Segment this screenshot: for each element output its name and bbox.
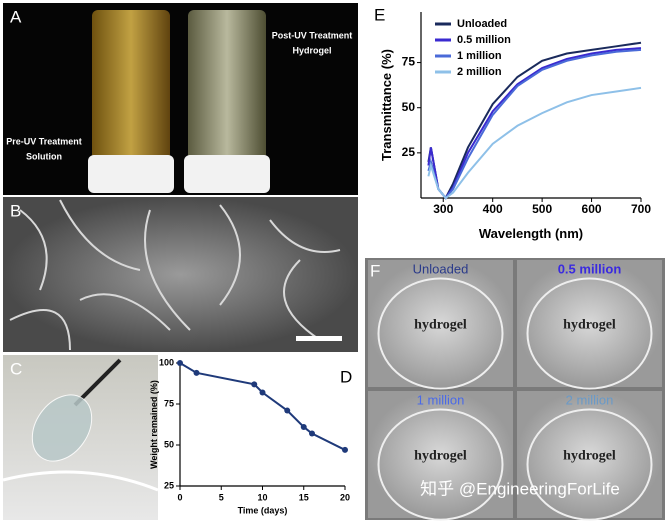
tweezers <box>73 358 122 407</box>
marker <box>284 407 291 414</box>
tiles: Unloaded hydrogel 0.5 million hydrogel 1 mil… <box>368 260 662 521</box>
vial-hydrogel <box>188 10 266 160</box>
y-tick-label: 25 <box>402 145 416 159</box>
marker <box>342 446 348 453</box>
tile <box>517 391 662 518</box>
y-tick-label: 50 <box>164 439 174 449</box>
tile-label: Unloaded <box>413 261 469 276</box>
dish-edge <box>2 470 159 492</box>
x-tick-label: 5 <box>219 492 224 502</box>
photo-a <box>3 3 358 195</box>
x-tick-label: 10 <box>257 492 267 502</box>
x-tick-label: 0 <box>177 492 182 502</box>
tile-label: 1 million <box>417 392 465 407</box>
tile-text: hydrogel <box>563 318 616 333</box>
y-tick-label: 50 <box>402 100 416 114</box>
vial-solution <box>92 10 170 160</box>
panel-letter: F <box>370 261 380 280</box>
caption: Hydrogel <box>292 45 331 55</box>
scale-bar <box>296 336 342 341</box>
x-axis-label: Time (days) <box>238 506 288 516</box>
panel-letter: C <box>10 359 22 378</box>
chart-background <box>365 3 665 255</box>
vial-cap <box>88 155 174 193</box>
sem-image <box>3 197 358 352</box>
legend-label: 2 million <box>457 66 502 78</box>
y-tick-label: 100 <box>159 357 174 367</box>
panel-letter: D <box>340 367 352 386</box>
dish <box>526 277 653 390</box>
panel-letter: A <box>10 7 22 26</box>
x-tick-label: 15 <box>299 492 309 502</box>
legend-label: 0.5 million <box>457 34 511 46</box>
marker <box>300 423 307 430</box>
dish <box>377 408 504 521</box>
x-tick-label: 500 <box>532 202 552 216</box>
y-axis-label: Weight remained (%) <box>149 380 159 469</box>
tile-label: 2 million <box>566 392 614 407</box>
x-tick-label: 400 <box>483 202 503 216</box>
x-axis-label: Wavelength (nm) <box>479 226 583 241</box>
legend-label: Unloaded <box>457 18 507 30</box>
hydrogel-disc <box>31 394 93 462</box>
marker <box>309 430 315 437</box>
tile-label: 0.5 million <box>558 261 622 276</box>
panel-c: C <box>2 355 159 520</box>
caption: Pre-UV Treatment <box>6 136 82 146</box>
panel-f: Unloaded hydrogel 0.5 million hydrogel 1 mil… <box>365 258 665 521</box>
caption: Post-UV Treatment <box>272 30 353 40</box>
tile <box>368 260 513 387</box>
panel-b: B <box>3 197 358 352</box>
marker <box>177 360 183 366</box>
line <box>427 86 642 200</box>
panel-letter: E <box>374 5 385 24</box>
x-tick-label: 700 <box>631 202 651 216</box>
panel-letter: B <box>10 201 21 220</box>
marker <box>259 389 266 396</box>
chart-background <box>163 355 358 520</box>
y-tick-label: 75 <box>164 398 174 408</box>
dish <box>377 277 504 390</box>
y-tick-label: 75 <box>402 55 416 69</box>
legend-label: 1 million <box>457 50 502 62</box>
dish <box>526 408 653 521</box>
vial-cap <box>184 155 270 193</box>
y-axis-label: Transmittance (%) <box>379 49 394 161</box>
caption: Solution <box>26 151 62 161</box>
x-tick-label: 300 <box>433 202 453 216</box>
y-tick-label: 25 <box>164 480 174 490</box>
tile-text: hydrogel <box>414 449 467 464</box>
tile-text: hydrogel <box>563 449 616 464</box>
tile <box>517 260 662 387</box>
marker <box>193 369 200 376</box>
tile <box>368 391 513 518</box>
tile-text: hydrogel <box>414 318 467 333</box>
sem-walls <box>9 199 341 351</box>
marker <box>251 381 258 388</box>
x-tick-label: 600 <box>582 202 602 216</box>
panel-a: A Pre-UV Treatment Solution Post-UV Trea… <box>3 3 358 195</box>
x-tick-label: 20 <box>340 492 350 502</box>
watermark: 知乎 @EngineeringForLife <box>420 479 620 498</box>
